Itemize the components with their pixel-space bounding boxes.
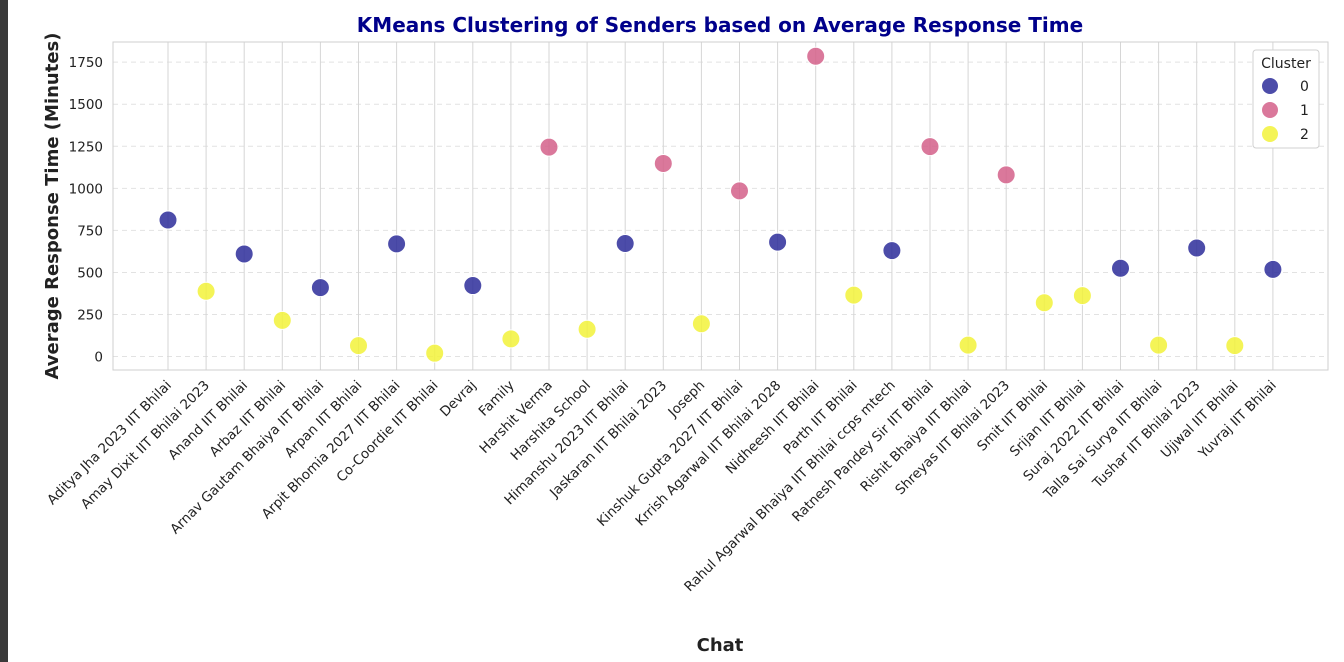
data-points bbox=[158, 46, 1283, 363]
data-point bbox=[310, 278, 330, 298]
data-point bbox=[349, 336, 368, 356]
data-point bbox=[1263, 259, 1283, 279]
legend-label: 2 bbox=[1300, 127, 1309, 143]
chart-title: KMeans Clustering of Senders based on Av… bbox=[357, 13, 1083, 37]
legend-label: 1 bbox=[1300, 103, 1309, 119]
data-point bbox=[996, 165, 1016, 185]
legend-marker bbox=[1262, 78, 1278, 94]
data-point bbox=[501, 329, 521, 349]
data-point bbox=[196, 281, 216, 301]
data-point bbox=[958, 335, 978, 355]
y-tick-label: 1000 bbox=[69, 181, 103, 197]
legend: Cluster 0 1 2 bbox=[1252, 49, 1320, 149]
figure: KMeans Clustering of Senders based on Av… bbox=[8, 0, 1344, 662]
legend-entries: 0 1 2 bbox=[1262, 78, 1309, 143]
y-axis-title: Average Response Time (Minutes) bbox=[42, 32, 63, 379]
data-point bbox=[1225, 336, 1245, 356]
y-tick-labels: 0 250 500 750 1000 1250 1500 1750 bbox=[69, 55, 103, 365]
y-tick-label: 250 bbox=[77, 307, 103, 323]
data-point bbox=[691, 314, 711, 334]
data-point bbox=[463, 276, 483, 296]
legend-box bbox=[1252, 49, 1320, 149]
data-point bbox=[653, 153, 673, 173]
data-point bbox=[539, 137, 559, 157]
data-point bbox=[272, 310, 292, 330]
data-point bbox=[844, 285, 864, 305]
data-point bbox=[234, 244, 254, 264]
data-point bbox=[425, 343, 445, 363]
grid-layer bbox=[113, 42, 1328, 370]
data-point bbox=[806, 46, 826, 66]
y-tick-label: 1250 bbox=[69, 139, 103, 155]
data-point bbox=[882, 241, 902, 261]
data-point bbox=[577, 319, 597, 339]
x-axis-title: Chat bbox=[697, 635, 744, 656]
data-point bbox=[1149, 335, 1169, 355]
legend-marker bbox=[1262, 126, 1278, 142]
y-tick-label: 1750 bbox=[69, 55, 103, 71]
data-point bbox=[768, 232, 788, 252]
data-point bbox=[1034, 293, 1054, 313]
data-point bbox=[730, 181, 749, 201]
data-point bbox=[920, 137, 940, 157]
legend-marker bbox=[1262, 102, 1278, 118]
data-point bbox=[387, 234, 407, 254]
data-point bbox=[615, 234, 635, 254]
legend-label: 0 bbox=[1300, 79, 1309, 95]
y-tick-label: 500 bbox=[77, 265, 103, 281]
x-tick-label: Devraj bbox=[437, 378, 480, 421]
y-tick-label: 750 bbox=[77, 223, 103, 239]
legend-title: Cluster bbox=[1261, 56, 1311, 72]
scatter-chart: KMeans Clustering of Senders based on Av… bbox=[42, 13, 1329, 656]
data-point bbox=[1072, 286, 1092, 306]
data-point bbox=[1187, 238, 1207, 258]
plot-frame bbox=[112, 41, 1329, 371]
y-tick-label: 0 bbox=[94, 350, 103, 366]
data-point bbox=[1111, 258, 1130, 278]
data-point bbox=[158, 210, 178, 230]
y-tick-label: 1500 bbox=[69, 97, 103, 113]
